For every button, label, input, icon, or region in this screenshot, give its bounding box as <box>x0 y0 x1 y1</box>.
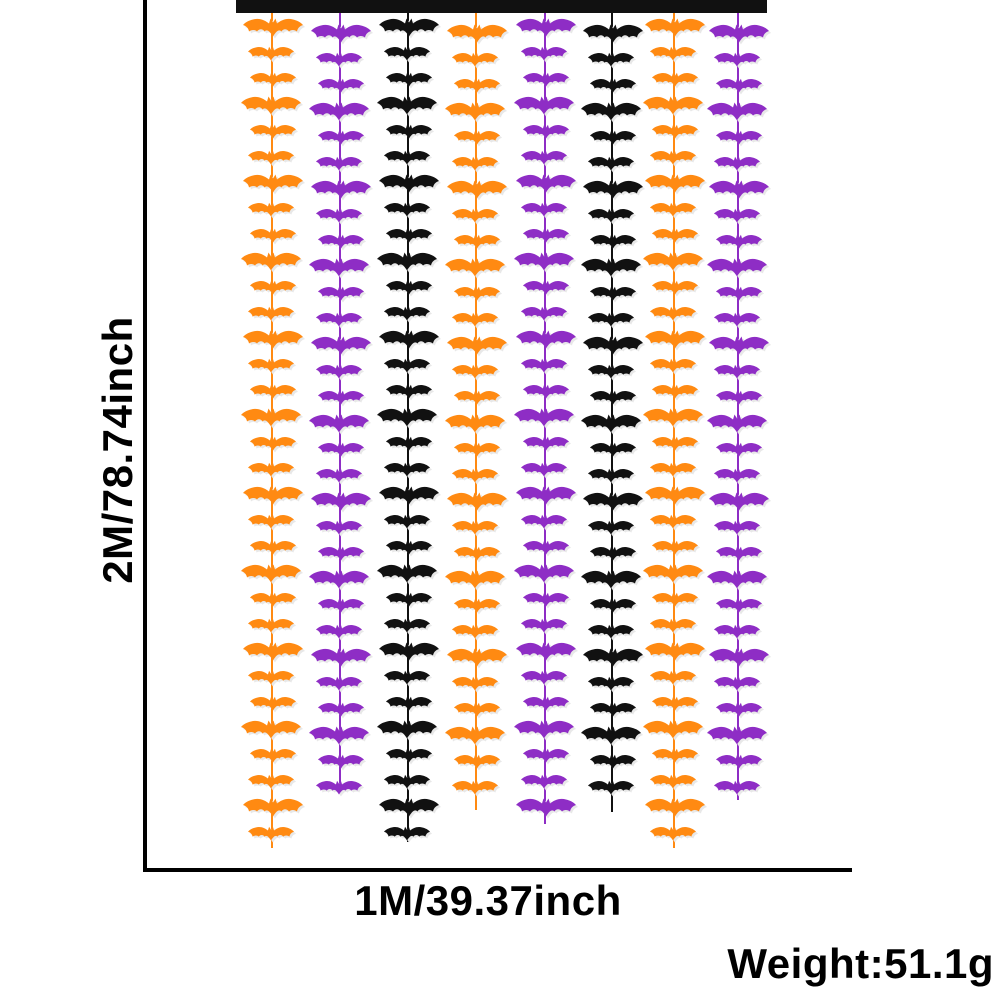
weight-label: Weight:51.1g <box>727 940 994 987</box>
bat-strand <box>445 13 509 810</box>
width-dimension-line <box>143 868 852 872</box>
bat-strand <box>309 13 373 797</box>
bat-strand <box>514 13 578 824</box>
bat-strand <box>581 13 645 812</box>
width-label: 1M/39.37inch <box>354 877 622 924</box>
bat-strand <box>643 13 707 848</box>
bat-strand <box>707 13 771 800</box>
curtain-header-bar <box>236 0 767 13</box>
height-label: 2M/78.74inch <box>94 316 141 584</box>
bat-strand <box>241 13 305 848</box>
height-dimension-line <box>143 0 147 872</box>
bat-strand <box>377 13 441 843</box>
curtain-strands <box>241 13 771 848</box>
